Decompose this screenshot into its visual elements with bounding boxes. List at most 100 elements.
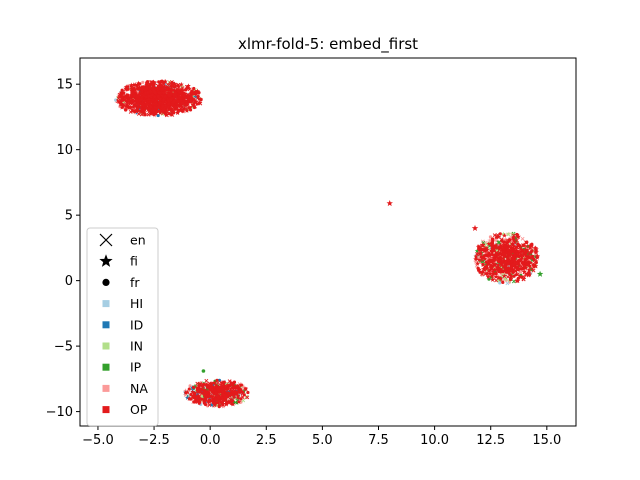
scatter-point xyxy=(172,111,176,115)
y-tick-label: 5 xyxy=(65,209,73,224)
scatter-point xyxy=(491,248,497,253)
legend-marker xyxy=(102,384,110,392)
scatter-point xyxy=(498,281,502,285)
scatter-point xyxy=(488,235,493,239)
scatter-point xyxy=(207,403,212,407)
scatter-point xyxy=(233,384,238,389)
scatter-point xyxy=(523,253,529,258)
scatter-point xyxy=(526,267,532,272)
scatter-point xyxy=(142,85,148,91)
scatter-point xyxy=(481,243,486,248)
scatter-point xyxy=(183,92,187,97)
scatter-point xyxy=(147,94,151,98)
scatter-point xyxy=(152,94,158,100)
scatter-point xyxy=(480,254,485,260)
scatter-point xyxy=(149,92,155,98)
scatter-point xyxy=(527,244,533,250)
x-tick-label: 7.5 xyxy=(368,433,389,448)
scatter-point xyxy=(192,91,196,95)
scatter-point xyxy=(473,253,479,259)
scatter-point xyxy=(180,89,185,94)
scatter-point xyxy=(475,261,481,266)
scatter-point xyxy=(148,85,152,90)
scatter-point xyxy=(519,254,525,260)
scatter-point xyxy=(217,386,222,392)
scatter-point xyxy=(170,83,176,89)
chart-title: xlmr-fold-5: embed_first xyxy=(238,35,418,54)
legend-marker xyxy=(99,233,113,247)
scatter-point xyxy=(484,246,489,251)
scatter-point xyxy=(192,385,196,390)
scatter-point xyxy=(166,101,171,107)
scatter-point xyxy=(489,273,495,279)
scatter-point xyxy=(200,397,204,401)
scatter-point xyxy=(533,262,538,267)
scatter-point xyxy=(497,246,501,250)
scatter-point xyxy=(158,105,163,111)
scatter-point xyxy=(160,93,166,99)
scatter-point xyxy=(165,104,171,110)
scatter-point xyxy=(138,105,143,110)
scatter-point xyxy=(520,236,525,241)
scatter-point xyxy=(474,248,480,254)
scatter-point xyxy=(499,247,505,253)
scatter-points xyxy=(114,78,544,409)
scatter-point xyxy=(508,274,513,279)
scatter-point xyxy=(168,93,172,98)
scatter-point xyxy=(528,260,534,265)
scatter-point xyxy=(496,240,501,245)
scatter-point xyxy=(189,100,194,104)
scatter-point xyxy=(151,87,157,93)
scatter-point xyxy=(155,92,161,97)
scatter-point xyxy=(493,238,499,243)
scatter-point xyxy=(215,381,220,385)
scatter-point xyxy=(186,105,192,111)
y-tick-label: 15 xyxy=(56,78,73,93)
scatter-point xyxy=(145,99,150,104)
scatter-point xyxy=(153,105,157,109)
scatter-point xyxy=(217,378,222,382)
scatter-point xyxy=(476,257,482,263)
scatter-point xyxy=(507,237,513,242)
scatter-point xyxy=(516,242,520,246)
scatter-point xyxy=(114,98,118,102)
scatter-point xyxy=(495,266,499,271)
scatter-point xyxy=(150,104,156,109)
scatter-point xyxy=(520,253,525,258)
scatter-point xyxy=(156,95,162,101)
scatter-point xyxy=(498,242,503,248)
scatter-point xyxy=(141,80,145,84)
scatter-point xyxy=(506,238,512,244)
legend-label: fi xyxy=(130,254,138,269)
scatter-point xyxy=(140,84,146,90)
scatter-point xyxy=(136,80,142,86)
scatter-point xyxy=(204,393,208,397)
scatter-point xyxy=(158,82,162,86)
legend: en fi fr HI ID IN IP NA OP xyxy=(86,227,159,427)
scatter-point xyxy=(514,244,520,250)
scatter-point xyxy=(530,242,534,246)
scatter-point xyxy=(173,81,179,87)
scatter-point xyxy=(222,390,228,396)
scatter-point xyxy=(168,84,174,90)
scatter-point xyxy=(119,104,125,110)
scatter-point xyxy=(127,100,133,106)
scatter-point xyxy=(529,250,533,254)
scatter-point xyxy=(189,392,193,397)
scatter-point xyxy=(512,252,518,257)
scatter-point xyxy=(131,93,137,99)
scatter-point xyxy=(498,232,502,236)
scatter-point xyxy=(151,84,156,89)
scatter-point xyxy=(225,385,231,391)
scatter-point xyxy=(192,86,196,91)
scatter-point xyxy=(512,274,516,278)
scatter-point xyxy=(185,93,191,99)
scatter-point xyxy=(203,390,209,395)
scatter-point xyxy=(135,106,141,111)
scatter-point xyxy=(196,386,201,391)
scatter-point xyxy=(473,259,479,264)
scatter-point xyxy=(146,112,151,117)
scatter-point xyxy=(223,392,229,398)
scatter-point xyxy=(217,405,221,409)
scatter-point xyxy=(178,107,184,113)
